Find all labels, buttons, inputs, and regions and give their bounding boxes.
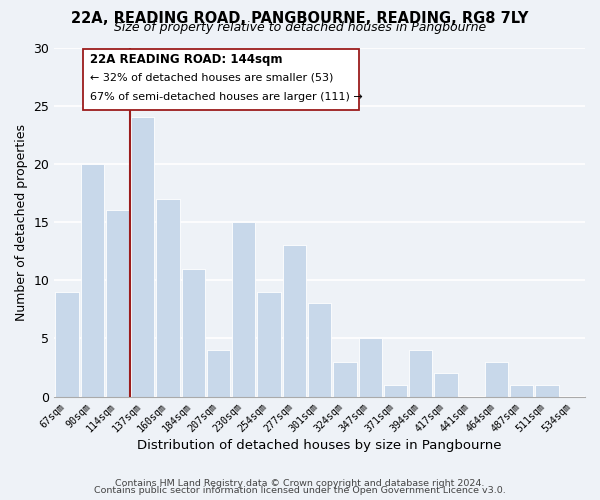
- Bar: [106, 210, 129, 396]
- Bar: [80, 164, 104, 396]
- Bar: [510, 385, 533, 396]
- Bar: [535, 385, 559, 396]
- Text: Contains public sector information licensed under the Open Government Licence v3: Contains public sector information licen…: [94, 486, 506, 495]
- Bar: [232, 222, 256, 396]
- Bar: [182, 268, 205, 396]
- Text: Size of property relative to detached houses in Pangbourne: Size of property relative to detached ho…: [114, 21, 486, 34]
- Bar: [257, 292, 281, 397]
- Text: 22A READING ROAD: 144sqm: 22A READING ROAD: 144sqm: [90, 54, 283, 66]
- FancyBboxPatch shape: [83, 49, 359, 110]
- Bar: [55, 292, 79, 397]
- Bar: [485, 362, 508, 396]
- Bar: [359, 338, 382, 396]
- Text: Contains HM Land Registry data © Crown copyright and database right 2024.: Contains HM Land Registry data © Crown c…: [115, 478, 485, 488]
- Bar: [384, 385, 407, 396]
- Bar: [157, 199, 179, 396]
- Bar: [283, 246, 306, 396]
- Bar: [308, 304, 331, 396]
- Text: ← 32% of detached houses are smaller (53): ← 32% of detached houses are smaller (53…: [90, 72, 333, 83]
- Text: 67% of semi-detached houses are larger (111) →: 67% of semi-detached houses are larger (…: [90, 92, 362, 102]
- Bar: [333, 362, 356, 396]
- Bar: [409, 350, 433, 397]
- Bar: [207, 350, 230, 397]
- X-axis label: Distribution of detached houses by size in Pangbourne: Distribution of detached houses by size …: [137, 440, 502, 452]
- Text: 22A, READING ROAD, PANGBOURNE, READING, RG8 7LY: 22A, READING ROAD, PANGBOURNE, READING, …: [71, 11, 529, 26]
- Y-axis label: Number of detached properties: Number of detached properties: [15, 124, 28, 320]
- Bar: [131, 118, 154, 396]
- Bar: [434, 374, 458, 396]
